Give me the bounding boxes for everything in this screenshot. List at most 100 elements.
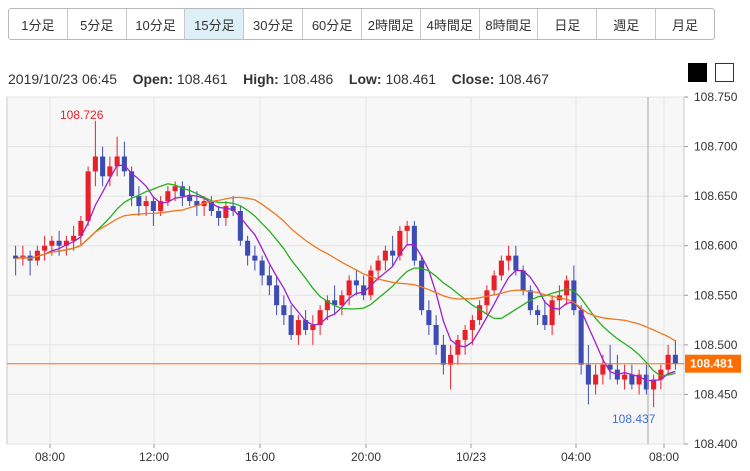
x-tick-label: 10/23 <box>456 450 486 464</box>
candle-body <box>172 186 178 192</box>
candle-body <box>346 280 352 296</box>
tab-timeframe-0[interactable]: 1分足 <box>9 9 68 39</box>
candle-body <box>477 305 483 321</box>
candle-body <box>245 240 251 256</box>
tab-timeframe-5[interactable]: 60分足 <box>303 9 362 39</box>
current-price-tag <box>685 354 741 373</box>
x-tick-label: 08:00 <box>35 450 65 464</box>
tab-timeframe-2[interactable]: 10分足 <box>127 9 186 39</box>
candle-body <box>114 156 120 167</box>
tab-timeframe-9[interactable]: 日足 <box>538 9 598 39</box>
candle-body <box>448 354 454 365</box>
candle-body <box>85 171 91 221</box>
candle-body <box>440 344 446 365</box>
candle-body <box>520 270 526 291</box>
x-tick-label: 16:00 <box>245 450 275 464</box>
candle-body <box>513 255 519 271</box>
candle-body <box>600 364 606 375</box>
ohlc-datetime: 2019/10/23 06:45 <box>8 71 117 87</box>
candle-body <box>585 364 591 385</box>
candle-body <box>310 325 316 330</box>
candle-body <box>672 354 678 364</box>
candle-body <box>506 255 512 261</box>
candle-body <box>230 206 236 212</box>
tab-timeframe-7[interactable]: 4時間足 <box>421 9 480 39</box>
tab-timeframe-11[interactable]: 月足 <box>672 17 699 33</box>
candle-body <box>252 255 258 261</box>
candle-body <box>484 290 490 306</box>
candle-body <box>578 310 584 365</box>
low-value: 108.461 <box>385 71 437 87</box>
candle-body <box>455 339 461 355</box>
y-tick-label: 108.550 <box>694 288 738 302</box>
candle-body <box>651 379 657 390</box>
candle-body <box>361 285 367 296</box>
plot-area <box>6 96 685 445</box>
tab-timeframe-6[interactable]: 2時間足 <box>362 9 421 39</box>
ma-mid-line <box>15 183 676 377</box>
candle-body <box>549 300 555 326</box>
candle-body <box>419 260 425 311</box>
candle-body <box>121 156 127 172</box>
candle-body <box>150 201 156 212</box>
ohlc-readout: 2019/10/23 06:45 Open: 108.461 High: 108… <box>8 71 549 87</box>
candle-body <box>288 315 294 335</box>
candle-body <box>78 220 84 236</box>
candle-body <box>187 196 193 202</box>
candle-body <box>259 260 265 276</box>
candle-body <box>353 280 359 286</box>
candle-body <box>281 305 287 316</box>
candle-body <box>564 280 570 296</box>
open-value: 108.461 <box>176 71 228 87</box>
candle-body <box>56 240 62 246</box>
candle-body <box>194 201 200 207</box>
current-price-label: 108.481 <box>690 357 734 371</box>
candle-body <box>71 235 77 241</box>
candle-body <box>237 211 243 241</box>
candle-body <box>223 206 229 218</box>
candle-body <box>266 275 272 286</box>
candle-body <box>382 250 388 261</box>
x-tick-label: 12:00 <box>139 450 169 464</box>
candle-body <box>339 295 345 306</box>
candle-body <box>607 364 613 370</box>
candle-body <box>34 250 40 261</box>
candle-body <box>375 260 381 271</box>
candle-body <box>368 270 374 296</box>
candle-body <box>397 230 403 256</box>
y-tick-label: 108.650 <box>694 189 738 203</box>
y-tick-label: 108.700 <box>694 140 738 154</box>
candle-body <box>13 255 19 259</box>
y-tick-label: 108.450 <box>694 387 738 401</box>
candle-body <box>129 171 135 197</box>
y-tick-label: 108.400 <box>694 437 738 451</box>
candle-body <box>571 280 577 311</box>
candle-body <box>216 211 222 218</box>
open-label: Open: <box>132 71 174 87</box>
candle-body <box>303 320 309 330</box>
tab-timeframe-10[interactable]: 週足 <box>597 9 657 39</box>
x-tick-label: 20:00 <box>351 450 381 464</box>
tab-timeframe-8[interactable]: 8時間足 <box>480 9 539 39</box>
dark-theme-button[interactable] <box>688 63 707 82</box>
candle-body <box>433 325 439 345</box>
timeframe-tabs: 1分足 5分足 10分足 15分足 30分足 60分足 2時間足 4時間足 8時間足 日足 週足 月足 <box>8 8 715 40</box>
candle-body <box>332 300 338 306</box>
y-tick-label: 108.500 <box>694 338 738 352</box>
light-theme-button[interactable] <box>715 63 734 82</box>
candle-body <box>49 240 55 246</box>
candle-body <box>426 310 432 326</box>
tab-timeframe-3[interactable]: 15分足 <box>185 9 245 39</box>
candle-body <box>636 374 642 385</box>
candle-body <box>42 245 48 251</box>
candle-body <box>643 374 649 390</box>
candle-body <box>317 310 323 326</box>
x-tick-label: 08:00 <box>649 450 679 464</box>
tab-timeframe-1[interactable]: 5分足 <box>68 9 127 39</box>
candle-body <box>469 320 475 330</box>
candle-body <box>179 186 185 197</box>
candle-body <box>63 240 69 246</box>
tab-timeframe-4[interactable]: 30分足 <box>244 9 304 39</box>
close-label: Close: <box>451 71 495 87</box>
